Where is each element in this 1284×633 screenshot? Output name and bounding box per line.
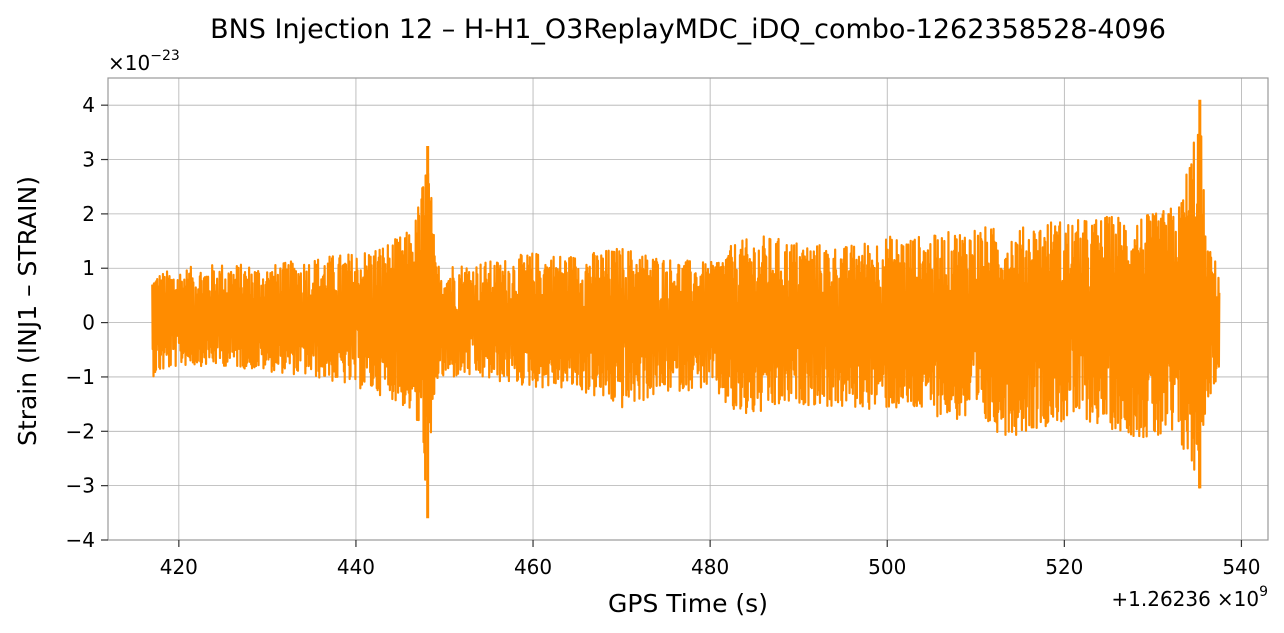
y-tick-label: 0 <box>82 311 95 335</box>
y-tick-label: 4 <box>82 93 95 117</box>
y-scale-base: ×10 <box>108 51 150 75</box>
x-offset-base: ×10 <box>1217 587 1259 611</box>
y-tick-label: 3 <box>82 148 95 172</box>
x-tick-label: 460 <box>514 555 552 579</box>
x-tick-label: 440 <box>337 555 375 579</box>
y-scale-factor: ×10−23 <box>108 48 180 75</box>
series-strain <box>151 99 1221 519</box>
y-ticks: 4 3 2 1 0 −1 −2 −3 −4 <box>66 93 108 552</box>
y-tick-label: −1 <box>66 365 95 389</box>
y-tick-label: −3 <box>66 474 95 498</box>
x-tick-label: 520 <box>1045 555 1083 579</box>
strain-line <box>151 117 1221 489</box>
x-tick-label: 480 <box>691 555 729 579</box>
x-axis-label: GPS Time (s) <box>608 589 768 618</box>
y-tick-label: −2 <box>66 419 95 443</box>
x-offset-exponent: 9 <box>1259 584 1268 600</box>
y-tick-label: −4 <box>66 528 95 552</box>
x-tick-label: 540 <box>1222 555 1260 579</box>
x-tick-label: 500 <box>868 555 906 579</box>
x-offset-value: +1.26236 <box>1111 587 1210 611</box>
x-ticks: 420 440 460 480 500 520 540 <box>160 540 1261 579</box>
plot-frame <box>107 77 1269 541</box>
y-axis-label: Strain (INJ1 – STRAIN) <box>13 176 42 446</box>
x-tick-label: 420 <box>160 555 198 579</box>
x-offset-label: +1.26236 ×109 <box>1111 584 1268 611</box>
y-tick-label: 1 <box>82 256 95 280</box>
y-tick-label: 2 <box>82 202 95 226</box>
chart-title: BNS Injection 12 – H-H1_O3ReplayMDC_iDQ_… <box>210 14 1166 45</box>
y-scale-exponent: −23 <box>150 48 180 64</box>
